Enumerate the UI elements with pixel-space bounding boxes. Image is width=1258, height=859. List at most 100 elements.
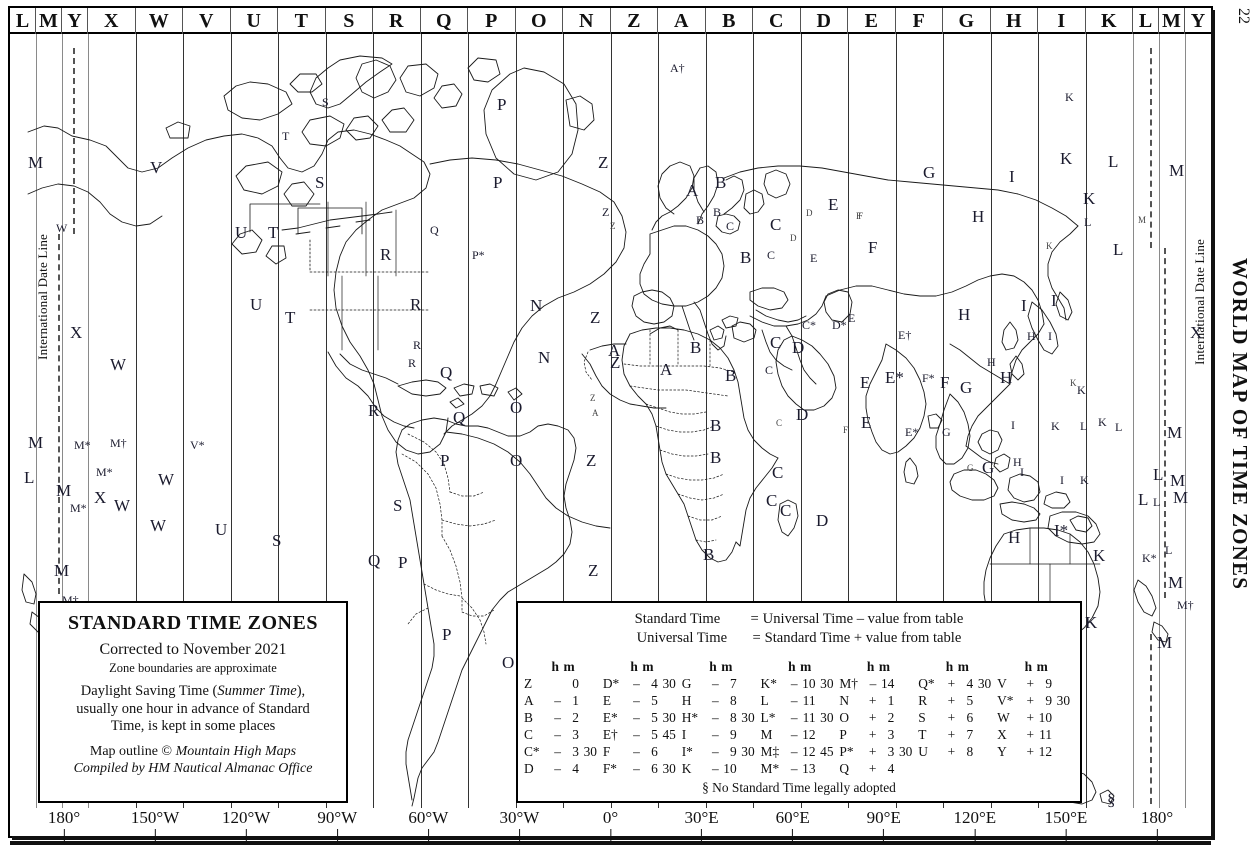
map-zone-letter: R <box>380 245 392 264</box>
map-zone-letter: T <box>285 308 296 327</box>
date-line-right <box>1150 48 1152 248</box>
map-zone-letter: W <box>114 496 131 515</box>
eq2-rhs: Standard Time + value from table <box>764 629 962 646</box>
longitude-tick-label: 30°E <box>684 808 719 827</box>
table-row: D –4 F* –6 30 K –10 M* –13 Q +4 <box>524 761 1076 778</box>
map-zone-letter: M* <box>96 465 113 479</box>
map-zone-letter: W <box>150 516 167 535</box>
map-zone-letter: K <box>1046 241 1053 251</box>
map-zone-letter: G <box>942 425 951 439</box>
map-zone-letter: V* <box>190 438 205 452</box>
map-zone-letter: D <box>792 338 805 357</box>
zone-offset-cell <box>918 761 997 778</box>
zone-boundary-line <box>231 34 232 808</box>
map-zone-letter: F* <box>922 371 935 385</box>
longitude-tick-label: 30°W <box>499 808 540 827</box>
zone-offset-cell: V +9 <box>997 675 1053 691</box>
map-zone-letter: M <box>1157 633 1173 652</box>
zone-offset-cell: X +11 <box>997 726 1053 742</box>
zone-offset-cell: U +8 <box>918 743 974 759</box>
map-zone-letter: A <box>608 341 621 360</box>
zone-offset-cell: F –6 <box>602 743 658 759</box>
hm-header-cell: h m <box>709 659 733 674</box>
longitude-tick-label: 180° <box>1140 808 1174 827</box>
standard-time-zones-legend: STANDARD TIME ZONES Corrected to Novembe… <box>38 601 348 803</box>
map-zone-letter: U <box>235 223 248 242</box>
table-row: C –3 E† –5 45 I –9 M –12 P +3 T +7 X +11 <box>524 727 1076 744</box>
map-zone-letter: G <box>960 378 973 397</box>
map-zone-letter: M <box>28 433 44 452</box>
map-zone-letter: L <box>1108 152 1119 171</box>
zone-boundary-line <box>421 34 422 808</box>
zone-header-letter: I <box>1038 8 1086 34</box>
table-row: A –1 E –5 H –8 L –11 N +1 R +5 V* +9 30 <box>524 693 1076 710</box>
zone-boundary-line <box>516 34 517 808</box>
zone-header-letter: L <box>10 8 36 34</box>
map-zone-letter: T <box>268 223 279 242</box>
zone-offset-cell: Q +4 <box>839 760 895 776</box>
zone-boundary-line <box>1038 34 1039 808</box>
map-zone-letter: A <box>686 181 699 200</box>
zone-boundary-line <box>943 34 944 808</box>
zone-boundary-line <box>1159 34 1160 808</box>
map-zone-letter: B <box>690 338 702 357</box>
zone-offset-cell: G –7 <box>681 675 737 691</box>
map-zone-letter: C <box>780 501 792 520</box>
longitude-tick: 30°E <box>684 808 719 842</box>
zone-header-letter: D <box>801 8 848 34</box>
map-zone-letter: I <box>1020 465 1024 479</box>
map-zone-letter: W <box>110 355 127 374</box>
eq1-rhs: Universal Time – value from table <box>762 611 964 627</box>
map-zone-letter: C <box>770 333 782 352</box>
map-zone-letter: L <box>1153 495 1161 509</box>
zone-header-letter: R <box>373 8 421 34</box>
zone-boundary-line <box>706 34 707 808</box>
zone-offset-cell: A –1 <box>524 692 579 708</box>
date-line-right-3 <box>1150 634 1152 804</box>
longitude-tick: 30°W <box>499 808 539 842</box>
map-zone-letter: C <box>726 219 735 233</box>
hm-header-cell: h m <box>1024 659 1049 674</box>
zone-offset-cell: L* –11 30 <box>760 709 834 725</box>
longitude-tick-mark <box>792 829 794 842</box>
map-zone-letter: O <box>510 398 523 417</box>
hm-header-cell: h m <box>866 659 891 674</box>
map-zone-letter: G <box>967 463 974 473</box>
map-zone-letter: W <box>158 470 175 489</box>
legend-approx-note: Zone boundaries are approximate <box>109 661 277 675</box>
longitude-tick: 60°E <box>776 808 810 842</box>
map-zone-letter: O <box>510 451 523 470</box>
longitude-tick-label: 120°E <box>953 808 997 827</box>
zone-offset-cell: M –12 <box>760 726 816 742</box>
zone-header-letter: N <box>563 8 611 34</box>
zone-offset-cell: E† –5 45 <box>602 726 676 742</box>
map-zone-letter: L <box>24 468 35 487</box>
map-zone-letter: M <box>1168 573 1184 592</box>
map-zone-letter: E† <box>898 328 912 342</box>
dst-line1-c: ), <box>296 683 306 699</box>
zone-header-letter: W <box>136 8 183 34</box>
hm-header-cell: h m <box>945 659 970 674</box>
longitude-tick: 180° <box>1141 808 1173 842</box>
dst-line2: usually one hour in advance of Standard <box>76 700 310 717</box>
map-zone-letter: M <box>54 561 70 580</box>
zone-boundary-line <box>136 34 137 808</box>
eq1-equals: = <box>750 611 759 627</box>
map-zone-letter: D* <box>832 318 847 332</box>
map-zone-letter: H <box>987 355 996 369</box>
map-zone-letter: X <box>94 488 107 507</box>
equation-universal-time: Universal Time = Standard Time + value fro… <box>518 629 1080 648</box>
map-zone-letter: I <box>1011 418 1015 432</box>
map-zone-letter: Q <box>368 551 381 570</box>
longitude-tick-label: 0° <box>602 808 619 827</box>
map-zone-letter: I <box>1060 473 1064 487</box>
map-zone-letter: H <box>972 207 985 226</box>
legend-corrected: Corrected to November 2021 <box>99 641 287 658</box>
map-zone-letter: B <box>710 416 722 435</box>
zone-offset-cell: Y +12 <box>997 743 1053 759</box>
dst-line1-a: Daylight Saving Time ( <box>80 683 218 699</box>
zone-offset-cell: B –2 <box>524 709 579 725</box>
